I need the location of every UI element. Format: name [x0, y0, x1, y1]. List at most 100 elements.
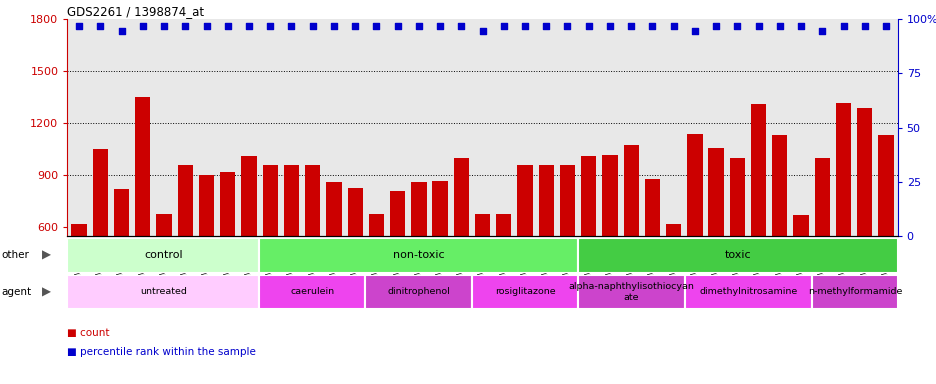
Point: [284, 23, 299, 29]
Point: [665, 23, 680, 29]
Point: [856, 23, 871, 29]
Bar: [578, 275, 684, 309]
Bar: [114, 189, 129, 236]
Point: [369, 23, 384, 29]
Text: other: other: [1, 250, 29, 260]
Bar: [580, 156, 595, 236]
Point: [475, 28, 490, 35]
Text: ■ count: ■ count: [67, 328, 110, 338]
Bar: [644, 179, 659, 236]
Bar: [220, 172, 235, 236]
Point: [389, 23, 404, 29]
Bar: [389, 191, 405, 236]
Point: [135, 23, 150, 29]
Point: [178, 23, 193, 29]
Bar: [793, 215, 808, 236]
Point: [347, 23, 362, 29]
Point: [560, 23, 575, 29]
Text: dinitrophenol: dinitrophenol: [387, 287, 449, 296]
Bar: [729, 158, 744, 236]
Point: [602, 23, 617, 29]
Text: n-methylformamide: n-methylformamide: [807, 287, 901, 296]
Point: [411, 23, 426, 29]
Point: [432, 23, 447, 29]
Point: [198, 23, 213, 29]
Bar: [877, 136, 893, 236]
Point: [538, 23, 553, 29]
Point: [793, 23, 808, 29]
Text: ■ percentile rank within the sample: ■ percentile rank within the sample: [67, 347, 256, 357]
Bar: [538, 165, 553, 236]
Bar: [178, 165, 193, 236]
Text: ▶: ▶: [42, 249, 51, 262]
Point: [814, 28, 829, 35]
Bar: [559, 165, 575, 236]
Bar: [258, 238, 578, 273]
Bar: [602, 155, 617, 236]
Point: [729, 23, 744, 29]
Point: [453, 23, 468, 29]
Point: [771, 23, 786, 29]
Point: [220, 23, 235, 29]
Text: dimethylnitrosamine: dimethylnitrosamine: [699, 287, 797, 296]
Point: [644, 23, 659, 29]
Bar: [578, 238, 897, 273]
Bar: [284, 165, 299, 236]
Bar: [453, 158, 468, 236]
Bar: [411, 182, 426, 236]
Text: caerulein: caerulein: [290, 287, 334, 296]
Point: [751, 23, 766, 29]
Bar: [708, 147, 723, 236]
Point: [708, 23, 723, 29]
Point: [262, 23, 277, 29]
Text: untreated: untreated: [139, 287, 186, 296]
Text: toxic: toxic: [724, 250, 751, 260]
Bar: [67, 275, 258, 309]
Point: [835, 23, 850, 29]
Text: control: control: [144, 250, 183, 260]
Bar: [432, 180, 447, 236]
Bar: [135, 97, 151, 236]
Bar: [369, 214, 384, 236]
Bar: [771, 136, 786, 236]
Bar: [812, 275, 897, 309]
Bar: [496, 214, 511, 236]
Bar: [813, 158, 829, 236]
Point: [71, 23, 86, 29]
Bar: [665, 224, 680, 236]
Point: [114, 28, 129, 35]
Bar: [622, 145, 638, 236]
Point: [326, 23, 341, 29]
Bar: [835, 103, 850, 236]
Point: [496, 23, 511, 29]
Text: GDS2261 / 1398874_at: GDS2261 / 1398874_at: [67, 5, 204, 18]
Text: agent: agent: [1, 287, 31, 297]
Bar: [750, 104, 766, 236]
Bar: [67, 238, 258, 273]
Bar: [326, 182, 342, 236]
Point: [305, 23, 320, 29]
Point: [93, 23, 108, 29]
Bar: [262, 165, 278, 236]
Bar: [686, 134, 702, 236]
Bar: [198, 175, 214, 236]
Bar: [517, 165, 532, 236]
Point: [623, 23, 638, 29]
Point: [156, 23, 171, 29]
Bar: [472, 275, 578, 309]
Point: [687, 28, 702, 35]
Bar: [93, 149, 108, 236]
Bar: [475, 214, 490, 236]
Bar: [71, 224, 87, 236]
Bar: [365, 275, 472, 309]
Point: [517, 23, 532, 29]
Bar: [241, 156, 256, 236]
Point: [878, 23, 893, 29]
Bar: [856, 108, 871, 236]
Bar: [684, 275, 812, 309]
Text: rosiglitazone: rosiglitazone: [494, 287, 555, 296]
Bar: [305, 165, 320, 236]
Bar: [156, 214, 171, 236]
Text: ▶: ▶: [42, 285, 51, 298]
Bar: [258, 275, 365, 309]
